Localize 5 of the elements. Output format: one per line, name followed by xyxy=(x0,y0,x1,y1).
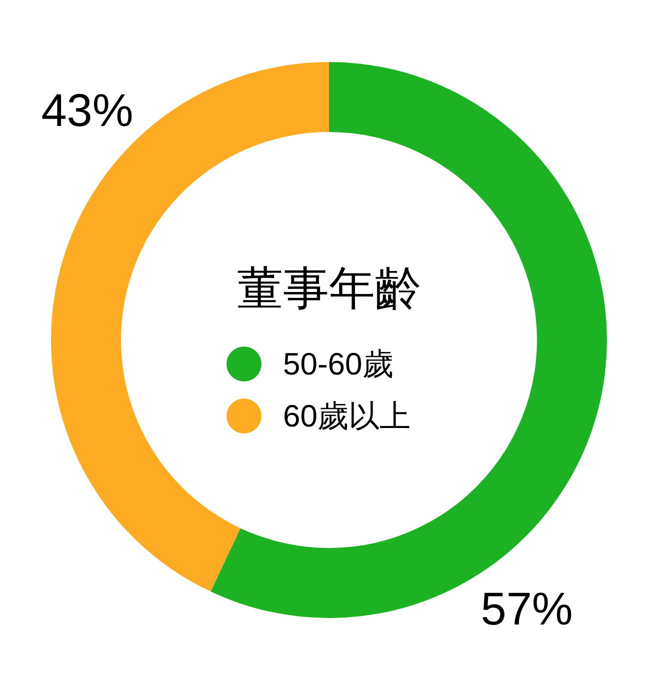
data-label: 57% xyxy=(480,582,573,635)
data-label: 43% xyxy=(41,84,134,136)
text: 董事年齡 xyxy=(237,262,421,314)
legend-label: 50-60歲 xyxy=(283,346,394,382)
legend-label: 60歲以上 xyxy=(283,398,410,434)
